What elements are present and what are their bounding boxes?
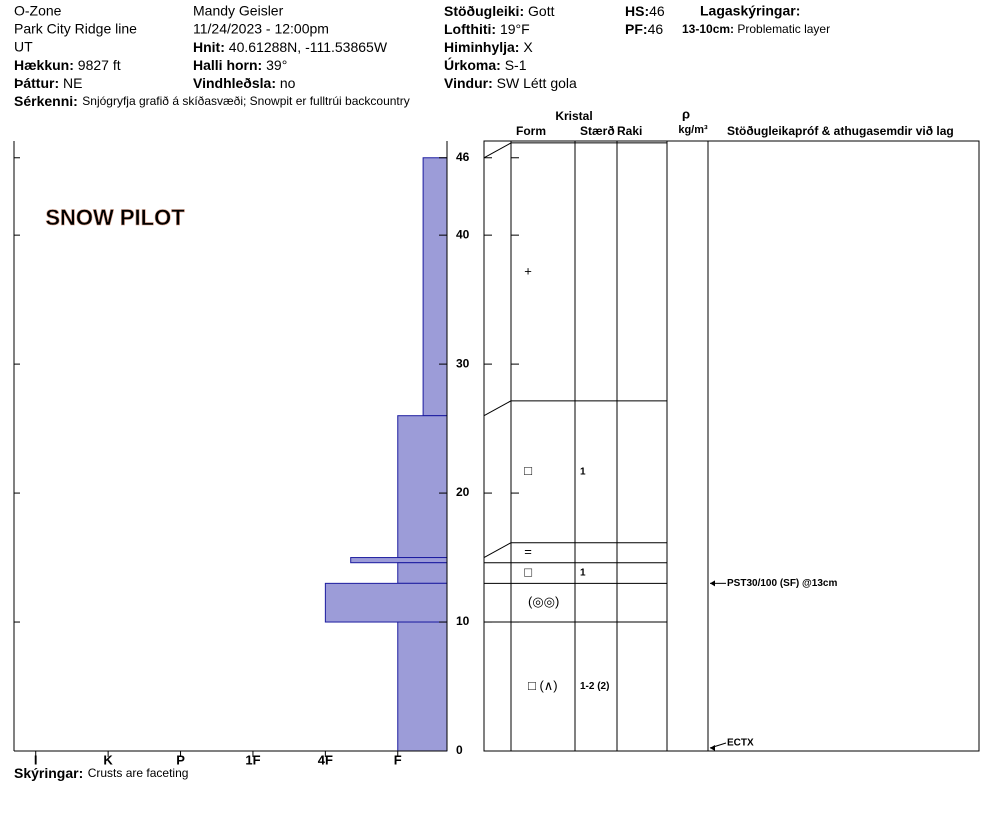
x-tick-label: K: [103, 752, 113, 767]
th: Stöðugleikapróf & athugasemdir við lag: [727, 124, 954, 138]
features-value: Snjógryfja grafið á skíðasvæði; Snowpit …: [82, 94, 410, 108]
field-value: no: [280, 75, 296, 91]
field-label: Halli horn:: [193, 57, 262, 73]
y-tick-label: 46: [456, 150, 470, 164]
y-tick-label: 20: [456, 485, 470, 499]
th: ρ: [682, 106, 690, 121]
field-value: NE: [63, 75, 82, 91]
field-label: Úrkoma:: [444, 56, 501, 73]
crystal-size: 1: [580, 466, 586, 477]
th: Raki: [617, 124, 642, 138]
header-field: Himinhylja: X: [444, 39, 533, 55]
test-label: PST30/100 (SF) @13cm: [727, 578, 837, 589]
field-value: 46: [649, 3, 665, 19]
hardness-bar: [422, 157, 448, 417]
header-field: Lofthiti: 19°F: [444, 21, 530, 37]
header-field: Hækkun: 9827 ft: [14, 57, 121, 73]
hardness-bar: [397, 621, 448, 752]
y-tick-label: 10: [456, 614, 470, 628]
hardness-bar: [324, 582, 448, 623]
crystal-form: □: [524, 564, 532, 579]
crystal-form: =: [524, 544, 532, 559]
field-label: PF:: [625, 21, 648, 37]
field-value: 46: [648, 21, 664, 37]
y-tick-label: 0: [456, 743, 463, 757]
x-tick-label: I: [34, 752, 38, 767]
header-field: Vindur: SW Létt gola: [444, 75, 577, 91]
arrow-head: [710, 745, 715, 751]
note: 13-10cm: Problematic layer: [682, 22, 830, 36]
header-field: Hnit: 40.61288N, -111.53865W: [193, 39, 388, 55]
legend-value: Crusts are faceting: [88, 766, 189, 780]
field-label: Vindhleðsla:: [193, 75, 276, 91]
header-field: Vindhleðsla: no: [193, 75, 296, 91]
header-text: Park City Ridge line: [14, 21, 137, 37]
crystal-size: 1-2 (2): [580, 681, 609, 692]
field-label: Þáttur:: [14, 75, 59, 91]
crystal-form: □: [524, 463, 532, 478]
field-label: HS:: [625, 3, 649, 19]
features-label: Sérkenni:: [14, 93, 78, 109]
hardness-bar: [397, 415, 448, 559]
field-label: Hnit:: [193, 39, 225, 55]
field-label: Lofthiti:: [444, 21, 496, 37]
legend: Skýringar: Crusts are faceting: [14, 765, 188, 783]
field-label: Stöðugleiki:: [444, 3, 524, 19]
field-value: S-1: [505, 57, 527, 73]
layer-connector: [483, 542, 512, 558]
table-frame: [483, 140, 980, 752]
y-tick-label: 30: [456, 356, 470, 370]
x-tick-label: 1F: [245, 752, 260, 767]
x-tick-label: P: [176, 752, 185, 767]
logo: SNOW PILOT: [45, 205, 185, 230]
hardness-bar: [397, 562, 448, 584]
field-value: 19°F: [500, 21, 530, 37]
layer-connector: [483, 142, 512, 159]
header-text: 11/24/2023 - 12:00pm: [193, 21, 329, 37]
header-field: Þáttur: NE: [14, 75, 82, 91]
field-value: SW Létt gola: [497, 75, 577, 91]
header-field: HS:46: [625, 3, 665, 19]
header-text: Mandy Geisler: [193, 3, 284, 19]
th: Stærð: [580, 124, 615, 138]
layer-connector: [483, 400, 512, 417]
hardness-bar: [350, 557, 448, 564]
field-value: 39°: [266, 57, 287, 73]
x-tick-label: 4F: [318, 752, 333, 767]
crystal-form: □ (∧): [528, 678, 558, 693]
th: Form: [516, 124, 546, 138]
field-value: Gott: [528, 3, 555, 19]
field-value: X: [523, 39, 533, 55]
field-label: Vindur:: [444, 75, 493, 91]
th: Kristal: [555, 109, 592, 123]
y-tick-label: 40: [456, 227, 470, 241]
field-value: 40.61288N, -111.53865W: [229, 39, 388, 55]
legend-label: Skýringar:: [14, 765, 83, 781]
x-tick-label: F: [394, 752, 402, 767]
test-label: ECTX: [727, 738, 754, 749]
th: kg/m³: [678, 124, 708, 136]
header-field: Stöðugleiki: Gott: [444, 3, 555, 19]
arrow-head: [710, 580, 715, 587]
field-label: Himinhylja:: [444, 39, 519, 55]
header-field: PF:46: [625, 21, 663, 37]
header-field: Úrkoma: S-1: [444, 56, 527, 73]
header-text: UT: [14, 39, 33, 55]
notes-title: Lagaskýringar:: [700, 3, 800, 19]
header-field: Halli horn: 39°: [193, 57, 287, 73]
header-text: O-Zone: [14, 3, 62, 19]
note-label: 13-10cm:: [682, 22, 734, 36]
note-value: Problematic layer: [737, 22, 830, 36]
crystal-size: 1: [580, 568, 586, 579]
field-value: 9827 ft: [78, 57, 121, 73]
crystal-form: (◎◎): [528, 594, 559, 609]
crystal-form: +: [524, 263, 532, 278]
field-label: Hækkun:: [14, 57, 74, 73]
features: Sérkenni: Snjógryfja grafið á skíðasvæði…: [14, 93, 410, 111]
